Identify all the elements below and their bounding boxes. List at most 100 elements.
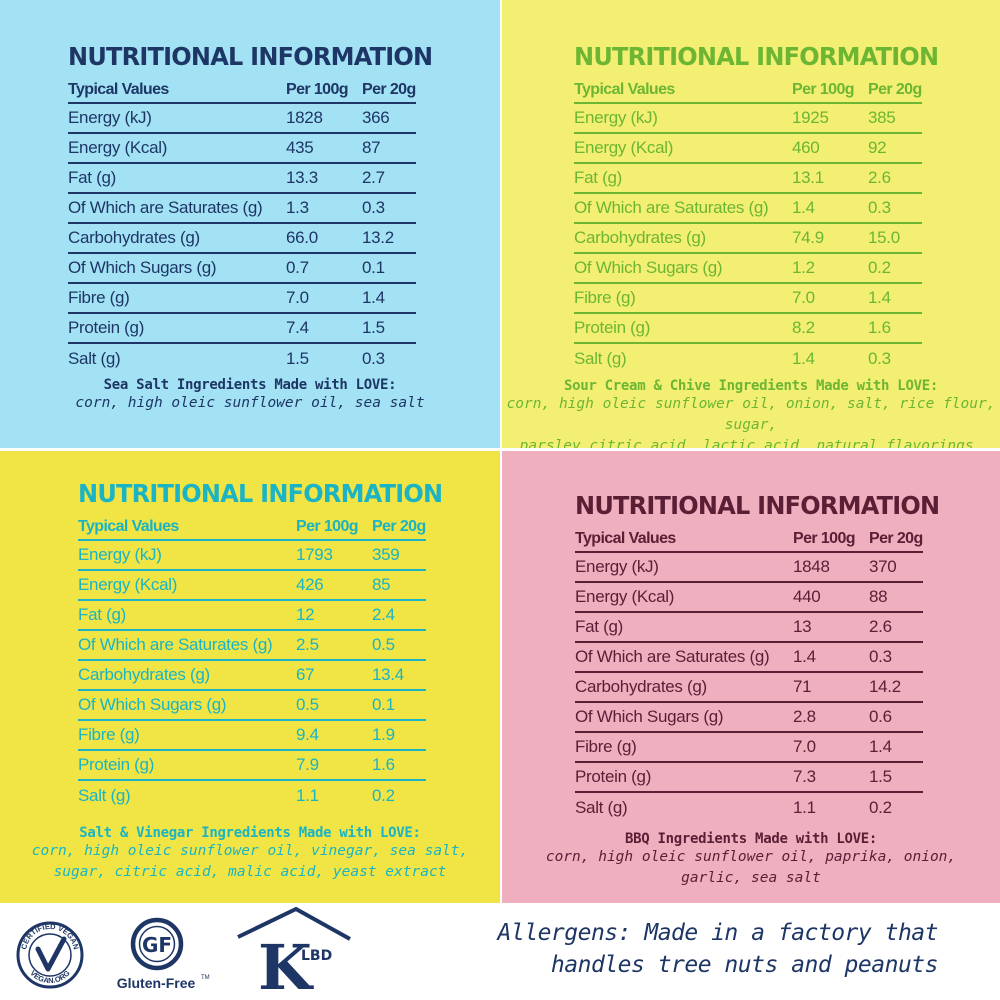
row-value-per20: 385: [868, 108, 896, 127]
row-value-per100: 9.4: [296, 719, 372, 750]
ingredients-text: corn, high oleic sunflower oil, paprika,…: [502, 847, 1000, 889]
row-value-per20: 1.5: [362, 312, 416, 343]
table-row: Fibre (g) 9.4 1.9: [78, 719, 426, 750]
row-value-per100: 7.0: [286, 282, 362, 313]
footer-strip: CERTIFIED VEGAN VEGAN.ORG GF Gluten-Free…: [0, 903, 1000, 1000]
row-value-per100: 71: [793, 671, 869, 702]
table-header-row: Typical Values Per 100g Per 20g: [574, 81, 922, 104]
row-value-per20: 14.2: [869, 671, 923, 702]
allergen-line-1: Allergens: Made in a factory that: [497, 920, 939, 946]
table-header-row: Typical Values Per 100g Per 20g: [575, 530, 923, 553]
row-label: Of Which are Saturates (g): [78, 629, 296, 660]
row-value-per100: 0.7: [286, 252, 362, 283]
row-label: Fat (g): [574, 162, 792, 193]
table-row: Protein (g) 7.9 1.6: [78, 749, 426, 780]
row-label: Carbohydrates (g): [78, 659, 296, 690]
row-value-per20: 2.6: [869, 611, 923, 642]
row-value-per20: 1.9: [372, 719, 426, 750]
nutrition-table: Typical Values Per 100g Per 20g Energy (kJ)…: [574, 81, 922, 373]
row-value-per100: 460: [792, 132, 868, 163]
row-value-per100: 1.3: [286, 192, 362, 223]
row-value-per20: 2.4: [372, 599, 426, 630]
column-header-typical: Typical Values: [68, 81, 286, 104]
row-value-per20: 88: [869, 581, 923, 612]
table-row: Carbohydrates (g) 71 14.2: [575, 671, 923, 702]
row-value-per100: 7.9: [296, 749, 372, 780]
row-value-per100: 13.1: [792, 162, 868, 193]
svg-text:TM: TM: [201, 975, 210, 981]
row-label: Protein (g): [78, 749, 296, 780]
ingredients-text: corn, high oleic sunflower oil, onion, s…: [502, 394, 1000, 448]
table-row: Of Which are Saturates (g) 1.4 0.3: [574, 192, 922, 223]
table-row: Energy (Kcal) 435 87: [68, 132, 416, 163]
table-row: Of Which Sugars (g) 2.8 0.6: [575, 701, 923, 732]
row-label: Energy (kJ): [574, 108, 658, 127]
ingredients-line: corn, high oleic sunflower oil, paprika,…: [545, 849, 957, 865]
row-value-per20: 0.3: [362, 192, 416, 223]
row-label: Energy (Kcal): [78, 569, 296, 600]
row-value-per100: 8.2: [792, 312, 868, 343]
table-row: Of Which Sugars (g) 0.7 0.1: [68, 252, 416, 283]
svg-text:LBD: LBD: [301, 948, 332, 964]
table-row: Carbohydrates (g) 66.0 13.2: [68, 222, 416, 253]
row-value-per20: 13.4: [372, 659, 426, 690]
nutrition-table: Typical Values Per 100g Per 20g Energy (kJ)…: [68, 81, 416, 373]
bbq-panel: NUTRITIONAL INFORMATION Typical Values Pe…: [502, 451, 1000, 903]
table-row: Fat (g) 13 2.6: [575, 611, 923, 642]
row-value-per100: 7.3: [793, 761, 869, 792]
sour-cream-ingredients: Sour Cream & Chive Ingredients Made with…: [502, 378, 1000, 448]
table-row: Fibre (g) 7.0 1.4: [575, 731, 923, 762]
ingredients-line: parsley,citric acid, lactic acid, natura…: [519, 438, 983, 448]
table-row: Salt (g) 1.5 0.3: [68, 342, 416, 373]
row-label: Protein (g): [575, 761, 793, 792]
panel-heading: NUTRITIONAL INFORMATION: [78, 479, 443, 508]
column-header-per20: Per 20g: [868, 81, 922, 104]
row-label: Of Which are Saturates (g): [68, 192, 286, 223]
ingredients-line: garlic, sea salt: [681, 870, 821, 886]
table-row: Energy (Kcal) 426 85: [78, 569, 426, 600]
sea-salt-panel: NUTRITIONAL INFORMATION Typical Values Pe…: [0, 0, 500, 448]
column-header-per20: Per 20g: [869, 530, 923, 553]
nutrition-table: Typical Values Per 100g Per 20g Energy (kJ)…: [575, 530, 923, 822]
table-row: Salt (g) 1.4 0.3: [574, 342, 922, 373]
row-value-per100: 1.4: [792, 192, 868, 223]
table-row: Energy (kJ) 1828 366: [68, 103, 416, 133]
row-label: Fibre (g): [78, 719, 296, 750]
row-label: Fibre (g): [68, 282, 286, 313]
row-label: Carbohydrates (g): [575, 671, 793, 702]
row-value-per100: 2.8: [793, 701, 869, 732]
ingredients-text: corn, high oleic sunflower oil, sea salt: [0, 393, 500, 414]
row-value-per100: 440: [793, 581, 869, 612]
klbd-kosher-icon: K LBD: [237, 906, 351, 999]
table-row: Carbohydrates (g) 74.9 15.0: [574, 222, 922, 253]
salt-vinegar-ingredients: Salt & Vinegar Ingredients Made with LOV…: [0, 825, 500, 883]
row-label: Fibre (g): [575, 731, 793, 762]
row-value-per100: 0.5: [296, 689, 372, 720]
sea-salt-ingredients: Sea Salt Ingredients Made with LOVE: cor…: [0, 377, 500, 414]
row-value-per100: 1848: [793, 557, 830, 576]
svg-text:GF: GF: [142, 933, 172, 957]
row-label: Of Which Sugars (g): [575, 701, 793, 732]
row-value-per20: 366: [362, 108, 390, 127]
row-label: Salt (g): [78, 779, 296, 810]
row-value-per20: 0.6: [869, 701, 923, 732]
row-value-per100: 1.4: [792, 342, 868, 373]
row-label: Salt (g): [575, 791, 793, 822]
row-value-per100: 7.0: [793, 731, 869, 762]
row-value-per100: 1.4: [793, 641, 869, 672]
table-row: Of Which are Saturates (g) 1.4 0.3: [575, 641, 923, 672]
row-label: Of Which Sugars (g): [78, 689, 296, 720]
row-label: Fibre (g): [574, 282, 792, 313]
panel-heading: NUTRITIONAL INFORMATION: [575, 491, 940, 520]
row-value-per100: 1.5: [286, 342, 362, 373]
row-value-per100: 7.0: [792, 282, 868, 313]
row-label: Carbohydrates (g): [68, 222, 286, 253]
row-value-per20: 85: [372, 569, 426, 600]
row-value-per20: 2.6: [868, 162, 922, 193]
row-label: Salt (g): [574, 342, 792, 373]
column-header-typical: Typical Values: [574, 81, 792, 104]
table-row: Fibre (g) 7.0 1.4: [68, 282, 416, 313]
bbq-ingredients: BBQ Ingredients Made with LOVE: corn, hi…: [502, 831, 1000, 889]
row-value-per100: 1.1: [296, 779, 372, 810]
row-label: Protein (g): [68, 312, 286, 343]
